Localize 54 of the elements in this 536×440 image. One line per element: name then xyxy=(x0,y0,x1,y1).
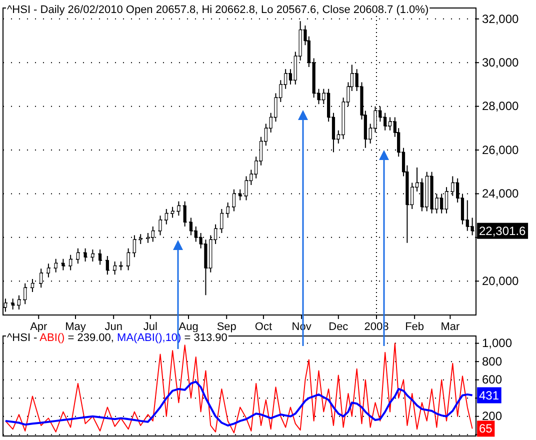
line-series xyxy=(4,342,473,434)
candlestick xyxy=(158,215,162,236)
annotation: 65 xyxy=(479,422,493,436)
y-tick-label: 32,000 xyxy=(482,12,520,26)
candlestick xyxy=(46,263,50,278)
candlestick xyxy=(113,260,116,276)
x-tick-label: Aug xyxy=(178,320,198,333)
x-tick-label: Sep xyxy=(216,320,236,333)
x-tick-label: Dec xyxy=(328,320,349,333)
candlestick xyxy=(226,202,230,218)
y-tick-label: 24,000 xyxy=(482,186,520,201)
y-tick-label: 30,000 xyxy=(482,55,520,70)
x-tick-label: Mar xyxy=(440,320,460,333)
text: ABI() xyxy=(37,332,65,344)
x-tick-label: Jun xyxy=(104,320,122,333)
x-tick-label: Apr xyxy=(30,320,48,333)
candlestick xyxy=(17,294,21,310)
x-tick-label: Feb xyxy=(405,320,424,333)
candlestick xyxy=(69,254,72,271)
x-tick-label: May xyxy=(65,320,86,333)
candlestick xyxy=(76,248,80,264)
candlestick xyxy=(106,256,109,276)
y-tick-label: 1,000 xyxy=(482,336,512,350)
candlestick xyxy=(170,206,174,218)
y-tick-label: 800 xyxy=(482,354,502,368)
y-tick-label: 200 xyxy=(482,409,502,424)
candlestick xyxy=(183,200,186,228)
y-tick-label: 600 xyxy=(482,372,502,387)
annotation: 431 xyxy=(479,388,500,402)
candlestick xyxy=(220,208,224,234)
candlestick xyxy=(98,248,102,266)
candlestick xyxy=(91,248,94,262)
candlestick xyxy=(177,200,180,216)
candlestick xyxy=(126,248,130,271)
x-tick-label: Jul xyxy=(143,320,158,333)
annotation: 22,301.6 xyxy=(479,224,526,238)
candlestick xyxy=(11,298,14,310)
line-series xyxy=(4,380,474,426)
candlestick xyxy=(164,208,168,225)
x-tick-label: Oct xyxy=(254,320,272,333)
candlestick xyxy=(232,188,236,212)
annotation: = 313.90 xyxy=(181,332,228,344)
chart-title: ^HSI - xyxy=(7,332,38,344)
candlestick xyxy=(132,234,136,258)
annotation: = 239.00, xyxy=(64,332,114,344)
candlestick xyxy=(24,282,27,305)
candlestick xyxy=(30,278,34,293)
y-tick-label: 28,000 xyxy=(482,99,520,114)
y-tick-label: 20,000 xyxy=(482,274,520,288)
candlestick xyxy=(84,248,87,262)
y-tick-label: 26,000 xyxy=(482,142,520,157)
candlestick xyxy=(62,258,65,271)
chart-title: ^HSI - Daily 26/02/2010 Open 20657.8, Hi 20662.8, Lo 20567.6, Close 20608.7 (1.0%) xyxy=(7,4,429,16)
candlestick xyxy=(54,258,58,273)
